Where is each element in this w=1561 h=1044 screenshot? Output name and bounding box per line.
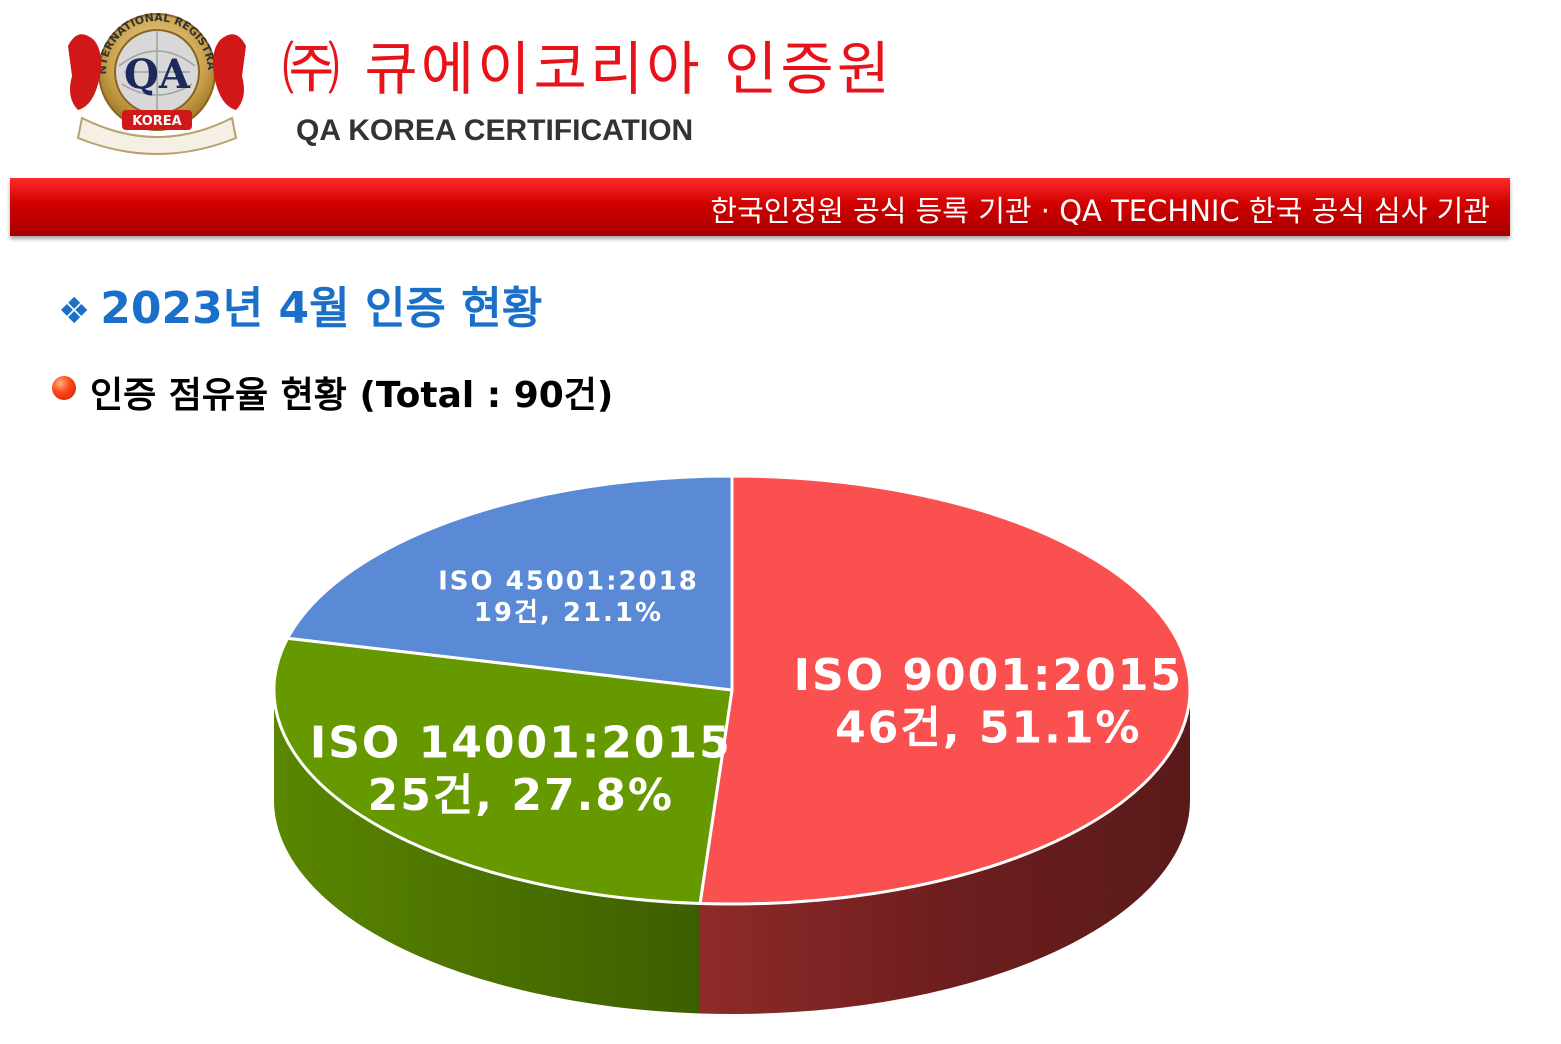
red-bullet-icon (52, 376, 76, 400)
pie-tops (272, 474, 1192, 906)
pie-slice-iso-14001-2015 (272, 636, 734, 906)
pie-value-iso-45001-2018: 19건, 21.1% (474, 598, 663, 628)
section-title-text: 2023년 4월 인증 현황 (100, 283, 543, 334)
pie-label-iso-9001-2015: ISO 9001:2015 (794, 650, 1183, 701)
pie-slice-iso-9001-2015 (698, 474, 1192, 906)
diamond-bullet-icon: ❖ (58, 291, 91, 332)
logo-center-text: QA (124, 51, 191, 98)
logo-ribbon-text: KOREA (132, 114, 182, 129)
pie-value-iso-9001-2015: 46건, 51.1% (835, 703, 1141, 754)
pie-label-iso-45001-2018: ISO 45001:2018 (438, 567, 699, 597)
pie-slice-iso-45001-2018 (285, 474, 734, 692)
qa-korea-logo: INTERNATIONAL REGISTRAR QA KOREA (64, 6, 246, 155)
chart-title: 인증 점유율 현황 (Total : 90건) (90, 375, 614, 416)
pie-value-iso-14001-2015: 25건, 27.8% (368, 770, 674, 821)
company-name: ㈜ 큐에이코리아 인증원 (282, 35, 894, 103)
banner-text: 한국인정원 공식 등록 기관 · QA TECHNIC 한국 공식 심사 기관 (710, 194, 1490, 228)
company-name-english: QA KOREA CERTIFICATION (296, 114, 694, 147)
pie-side-iso-9001-2015 (700, 690, 1190, 1014)
header-banner: 한국인정원 공식 등록 기관 · QA TECHNIC 한국 공식 심사 기관 (10, 178, 1510, 236)
section-title: ❖ 2023년 4월 인증 현황 (58, 272, 542, 336)
pie-label-iso-14001-2015: ISO 14001:2015 (310, 717, 732, 768)
pie-side-iso-14001-2015 (274, 690, 701, 1014)
